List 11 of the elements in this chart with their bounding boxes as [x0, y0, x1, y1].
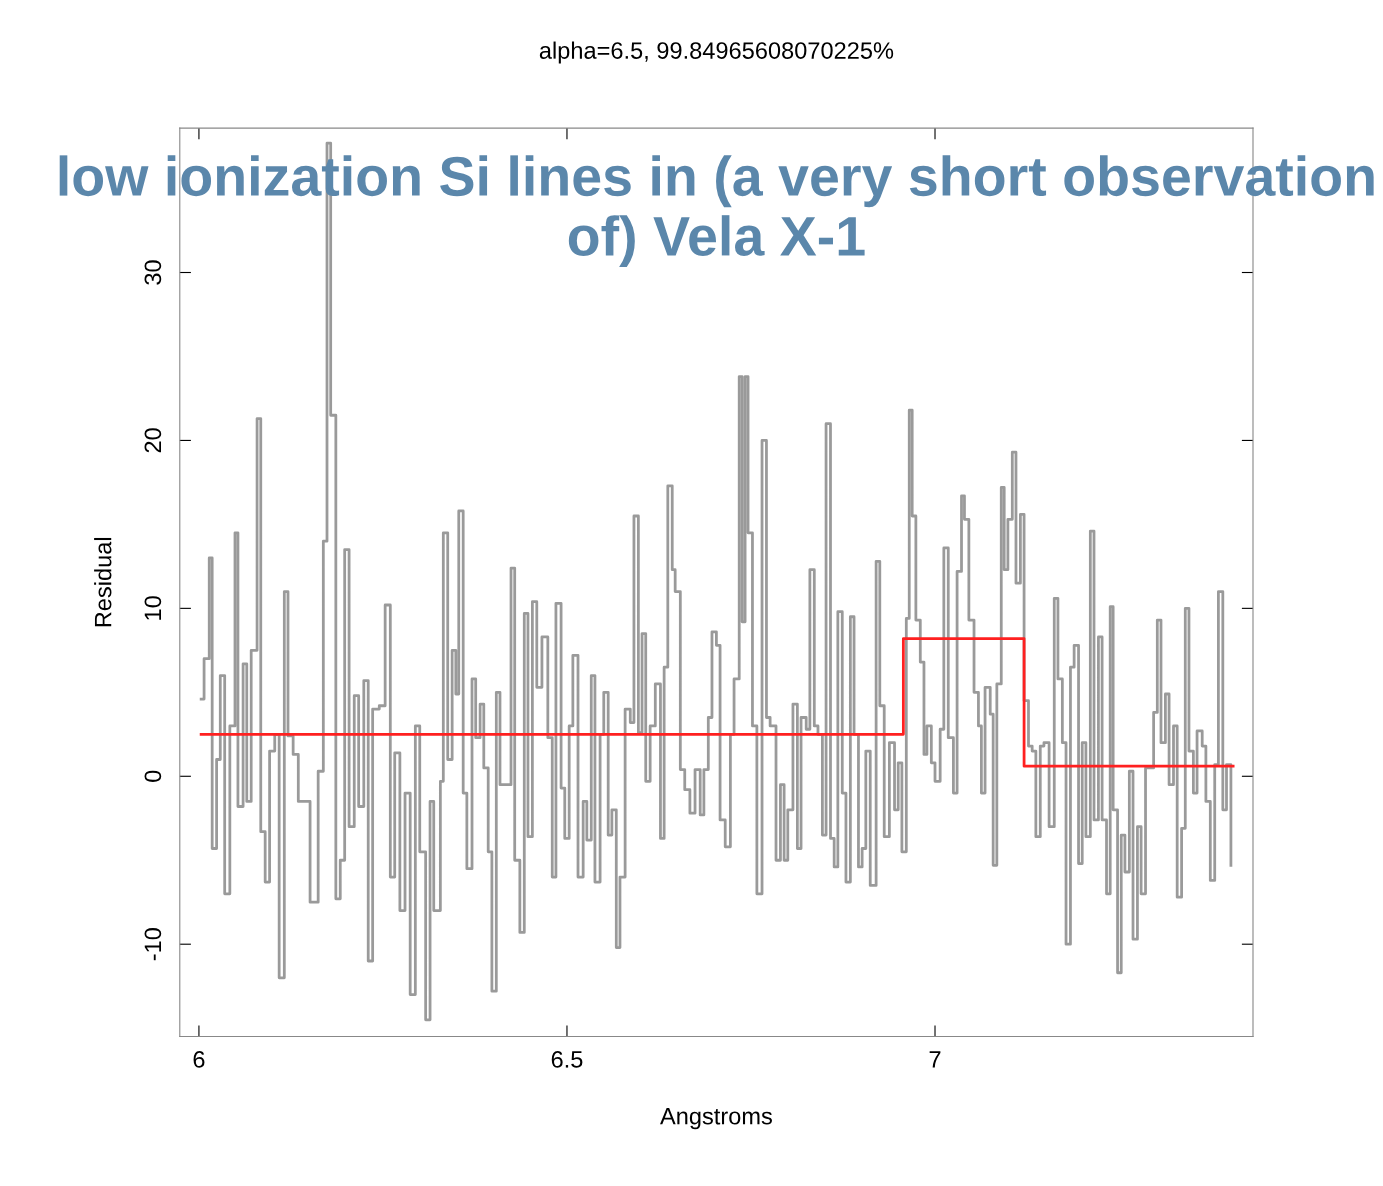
- y-tick-label: -10: [144, 928, 162, 961]
- y-tick-label: 30: [144, 260, 162, 285]
- x-tick-label: 6: [193, 1051, 205, 1068]
- chart-title: alpha=6.5, 99.84965608070225%: [539, 41, 894, 64]
- x-axis-title: Angstroms: [660, 1108, 772, 1130]
- y-tick-label: 0: [144, 770, 162, 782]
- x-tick-label: 7: [929, 1051, 941, 1068]
- x-tick-label: 6.5: [551, 1051, 583, 1068]
- y-axis-title: Residual: [94, 537, 112, 627]
- y-tick-label: 10: [144, 596, 162, 620]
- y-tick-label: 20: [144, 428, 162, 453]
